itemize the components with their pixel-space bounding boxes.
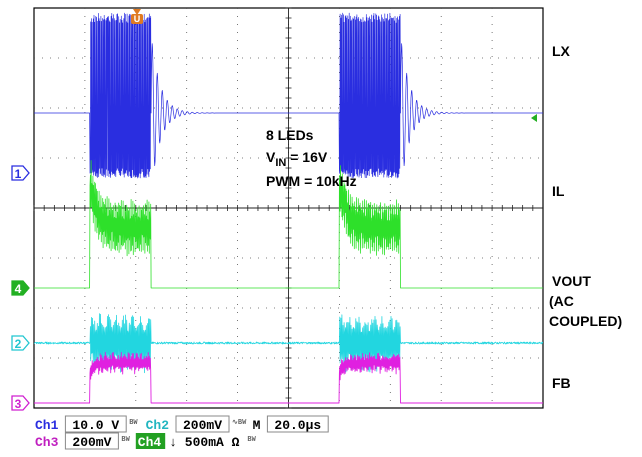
trace-lx (34, 12, 543, 179)
status-item: 10.0 V (72, 418, 119, 433)
status-item: Ch1 (35, 418, 59, 433)
trace-label-coupled: COUPLED) (549, 313, 622, 329)
annotation-vin-main: V (266, 149, 276, 165)
trace-label-ac: (AC (549, 293, 574, 309)
status-item: M (253, 418, 261, 433)
channel-marker-label: 4 (15, 282, 22, 296)
status-box (175, 415, 230, 433)
status-item: 20.0µs (274, 418, 321, 433)
annotation-line-2: VIN = 16V (266, 149, 328, 169)
channel-marker-shape (11, 335, 30, 351)
channel-marker-shape (11, 165, 30, 181)
status-item: Ch2 (146, 418, 170, 433)
annotation-line-3: PWM = 10kHz (266, 173, 357, 189)
status-ch4-badge (135, 433, 166, 449)
trace-label-vout: VOUT (552, 273, 591, 289)
channel-marker-shape (11, 280, 30, 296)
status-item: ∿BW (232, 419, 247, 427)
waveform-traces (33, 12, 544, 404)
channel-3-marker: 3 (11, 395, 30, 411)
status-box (266, 415, 329, 433)
status-item: 200mV (72, 435, 111, 450)
channel-4-marker: 4 (11, 280, 30, 296)
trace-labels: LX IL VOUT (AC COUPLED) FB (549, 43, 622, 391)
channel-markers: 1 4 2 3 (11, 165, 30, 411)
channel-marker-shape (11, 395, 30, 411)
annotation-vin-value: = 16V (286, 149, 328, 165)
status-box (64, 432, 119, 450)
status-item: ↓ 500mA Ω (169, 435, 239, 450)
annotation-vin-subscript: IN (275, 157, 286, 169)
channel-marker-label: 2 (15, 337, 22, 351)
status-item: Ch3 (35, 435, 59, 450)
channel-marker-label: 3 (15, 397, 22, 411)
annotation-line-1: 8 LEDs (266, 127, 314, 143)
status-item: Ch4 (138, 435, 162, 450)
trace-label-il: IL (552, 183, 565, 199)
status-item: 200mV (183, 418, 222, 433)
annotation: 8 LEDs VIN = 16V PWM = 10kHz (266, 127, 357, 189)
channel-marker-label: 1 (15, 167, 22, 181)
trigger-marker-icon: U (131, 9, 143, 24)
svg-text:U: U (134, 14, 141, 24)
channel-1-marker: 1 (11, 165, 30, 181)
status-item: BW (247, 436, 256, 444)
trace-label-lx: LX (552, 43, 571, 59)
status-item: BW (121, 436, 130, 444)
trace-vout (33, 313, 543, 374)
status-item: BW (129, 419, 138, 427)
status-box (64, 415, 127, 433)
trace-fb (33, 351, 544, 404)
channel-2-marker: 2 (11, 335, 30, 351)
trigger-level-arrow-icon (531, 114, 537, 122)
trace-label-fb: FB (552, 375, 571, 391)
trace-il (34, 160, 543, 289)
